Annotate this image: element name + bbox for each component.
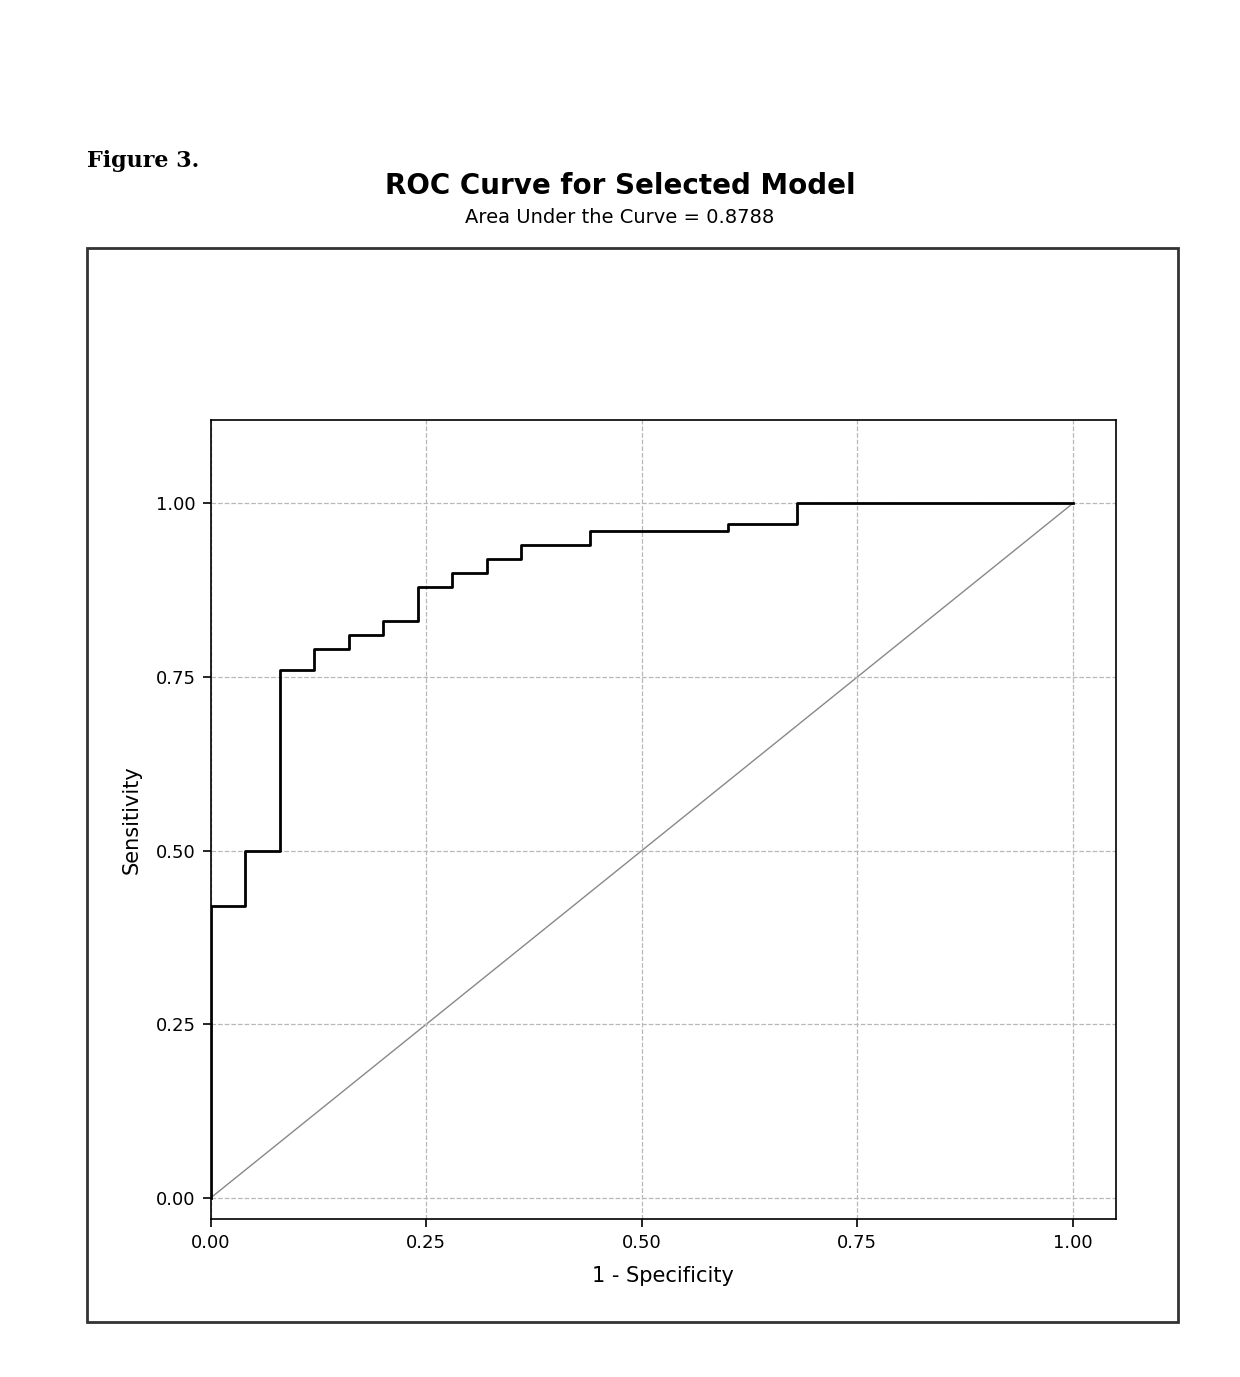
Text: ROC Curve for Selected Model: ROC Curve for Selected Model — [384, 172, 856, 200]
Text: Figure 3.: Figure 3. — [87, 150, 200, 172]
Y-axis label: Sensitivity: Sensitivity — [122, 766, 141, 873]
X-axis label: 1 - Specificity: 1 - Specificity — [593, 1265, 734, 1286]
Text: Area Under the Curve = 0.8788: Area Under the Curve = 0.8788 — [465, 208, 775, 227]
